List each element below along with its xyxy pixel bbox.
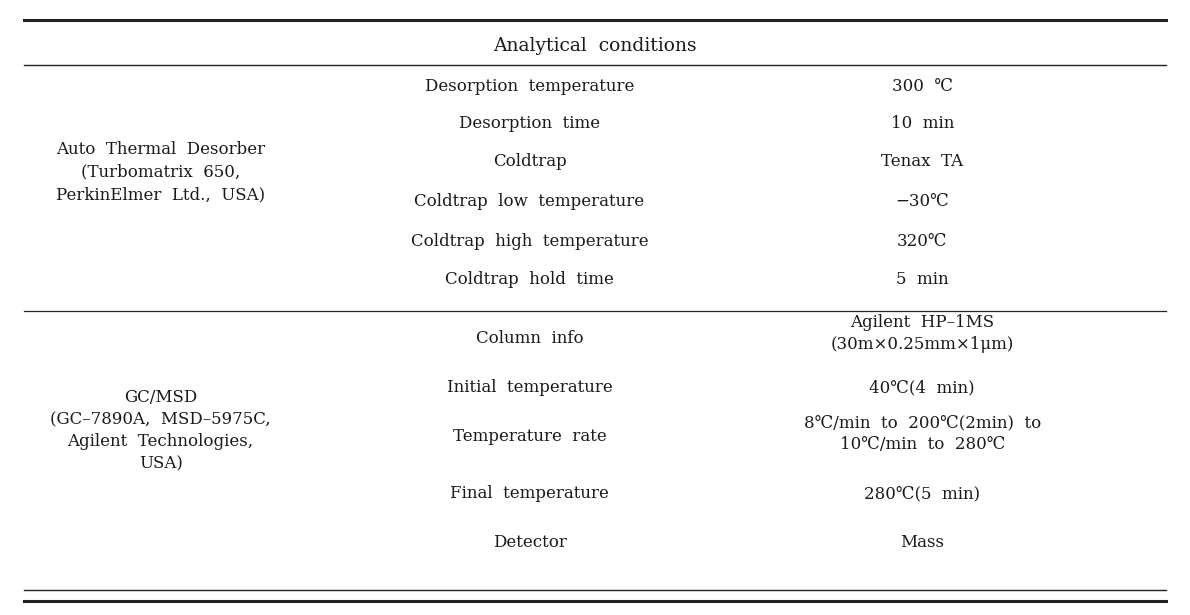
Text: −30℃: −30℃ bbox=[895, 193, 950, 210]
Text: Mass: Mass bbox=[901, 534, 944, 551]
Text: 8℃/min  to  200℃(2min)  to
10℃/min  to  280℃: 8℃/min to 200℃(2min) to 10℃/min to 280℃ bbox=[803, 414, 1041, 453]
Text: 320℃: 320℃ bbox=[897, 233, 947, 250]
Text: Agilent  HP–1MS
(30m×0.25mm×1μm): Agilent HP–1MS (30m×0.25mm×1μm) bbox=[831, 314, 1014, 353]
Text: 300  ℃: 300 ℃ bbox=[891, 77, 953, 95]
Text: Coldtrap  low  temperature: Coldtrap low temperature bbox=[414, 193, 645, 210]
Text: Coldtrap: Coldtrap bbox=[493, 153, 566, 170]
Text: Desorption  time: Desorption time bbox=[459, 114, 600, 132]
Text: Temperature  rate: Temperature rate bbox=[452, 428, 607, 445]
Text: Desorption  temperature: Desorption temperature bbox=[425, 77, 634, 95]
Text: Detector: Detector bbox=[493, 534, 566, 551]
Text: 280℃(5  min): 280℃(5 min) bbox=[864, 485, 981, 502]
Text: GC/MSD
(GC–7890A,  MSD–5975C,
Agilent  Technologies,
USA): GC/MSD (GC–7890A, MSD–5975C, Agilent Tec… bbox=[50, 389, 271, 472]
Text: Analytical  conditions: Analytical conditions bbox=[493, 37, 697, 55]
Text: 40℃(4  min): 40℃(4 min) bbox=[870, 379, 975, 396]
Text: Initial  temperature: Initial temperature bbox=[446, 379, 613, 396]
Text: Final  temperature: Final temperature bbox=[450, 485, 609, 502]
Text: 10  min: 10 min bbox=[890, 114, 954, 132]
Text: 5  min: 5 min bbox=[896, 271, 948, 288]
Text: Auto  Thermal  Desorber
(Turbomatrix  650,
PerkinElmer  Ltd.,  USA): Auto Thermal Desorber (Turbomatrix 650, … bbox=[56, 141, 265, 203]
Text: Coldtrap  hold  time: Coldtrap hold time bbox=[445, 271, 614, 288]
Text: Column  info: Column info bbox=[476, 330, 583, 347]
Text: Tenax  TA: Tenax TA bbox=[881, 153, 964, 170]
Text: Coldtrap  high  temperature: Coldtrap high temperature bbox=[411, 233, 649, 250]
